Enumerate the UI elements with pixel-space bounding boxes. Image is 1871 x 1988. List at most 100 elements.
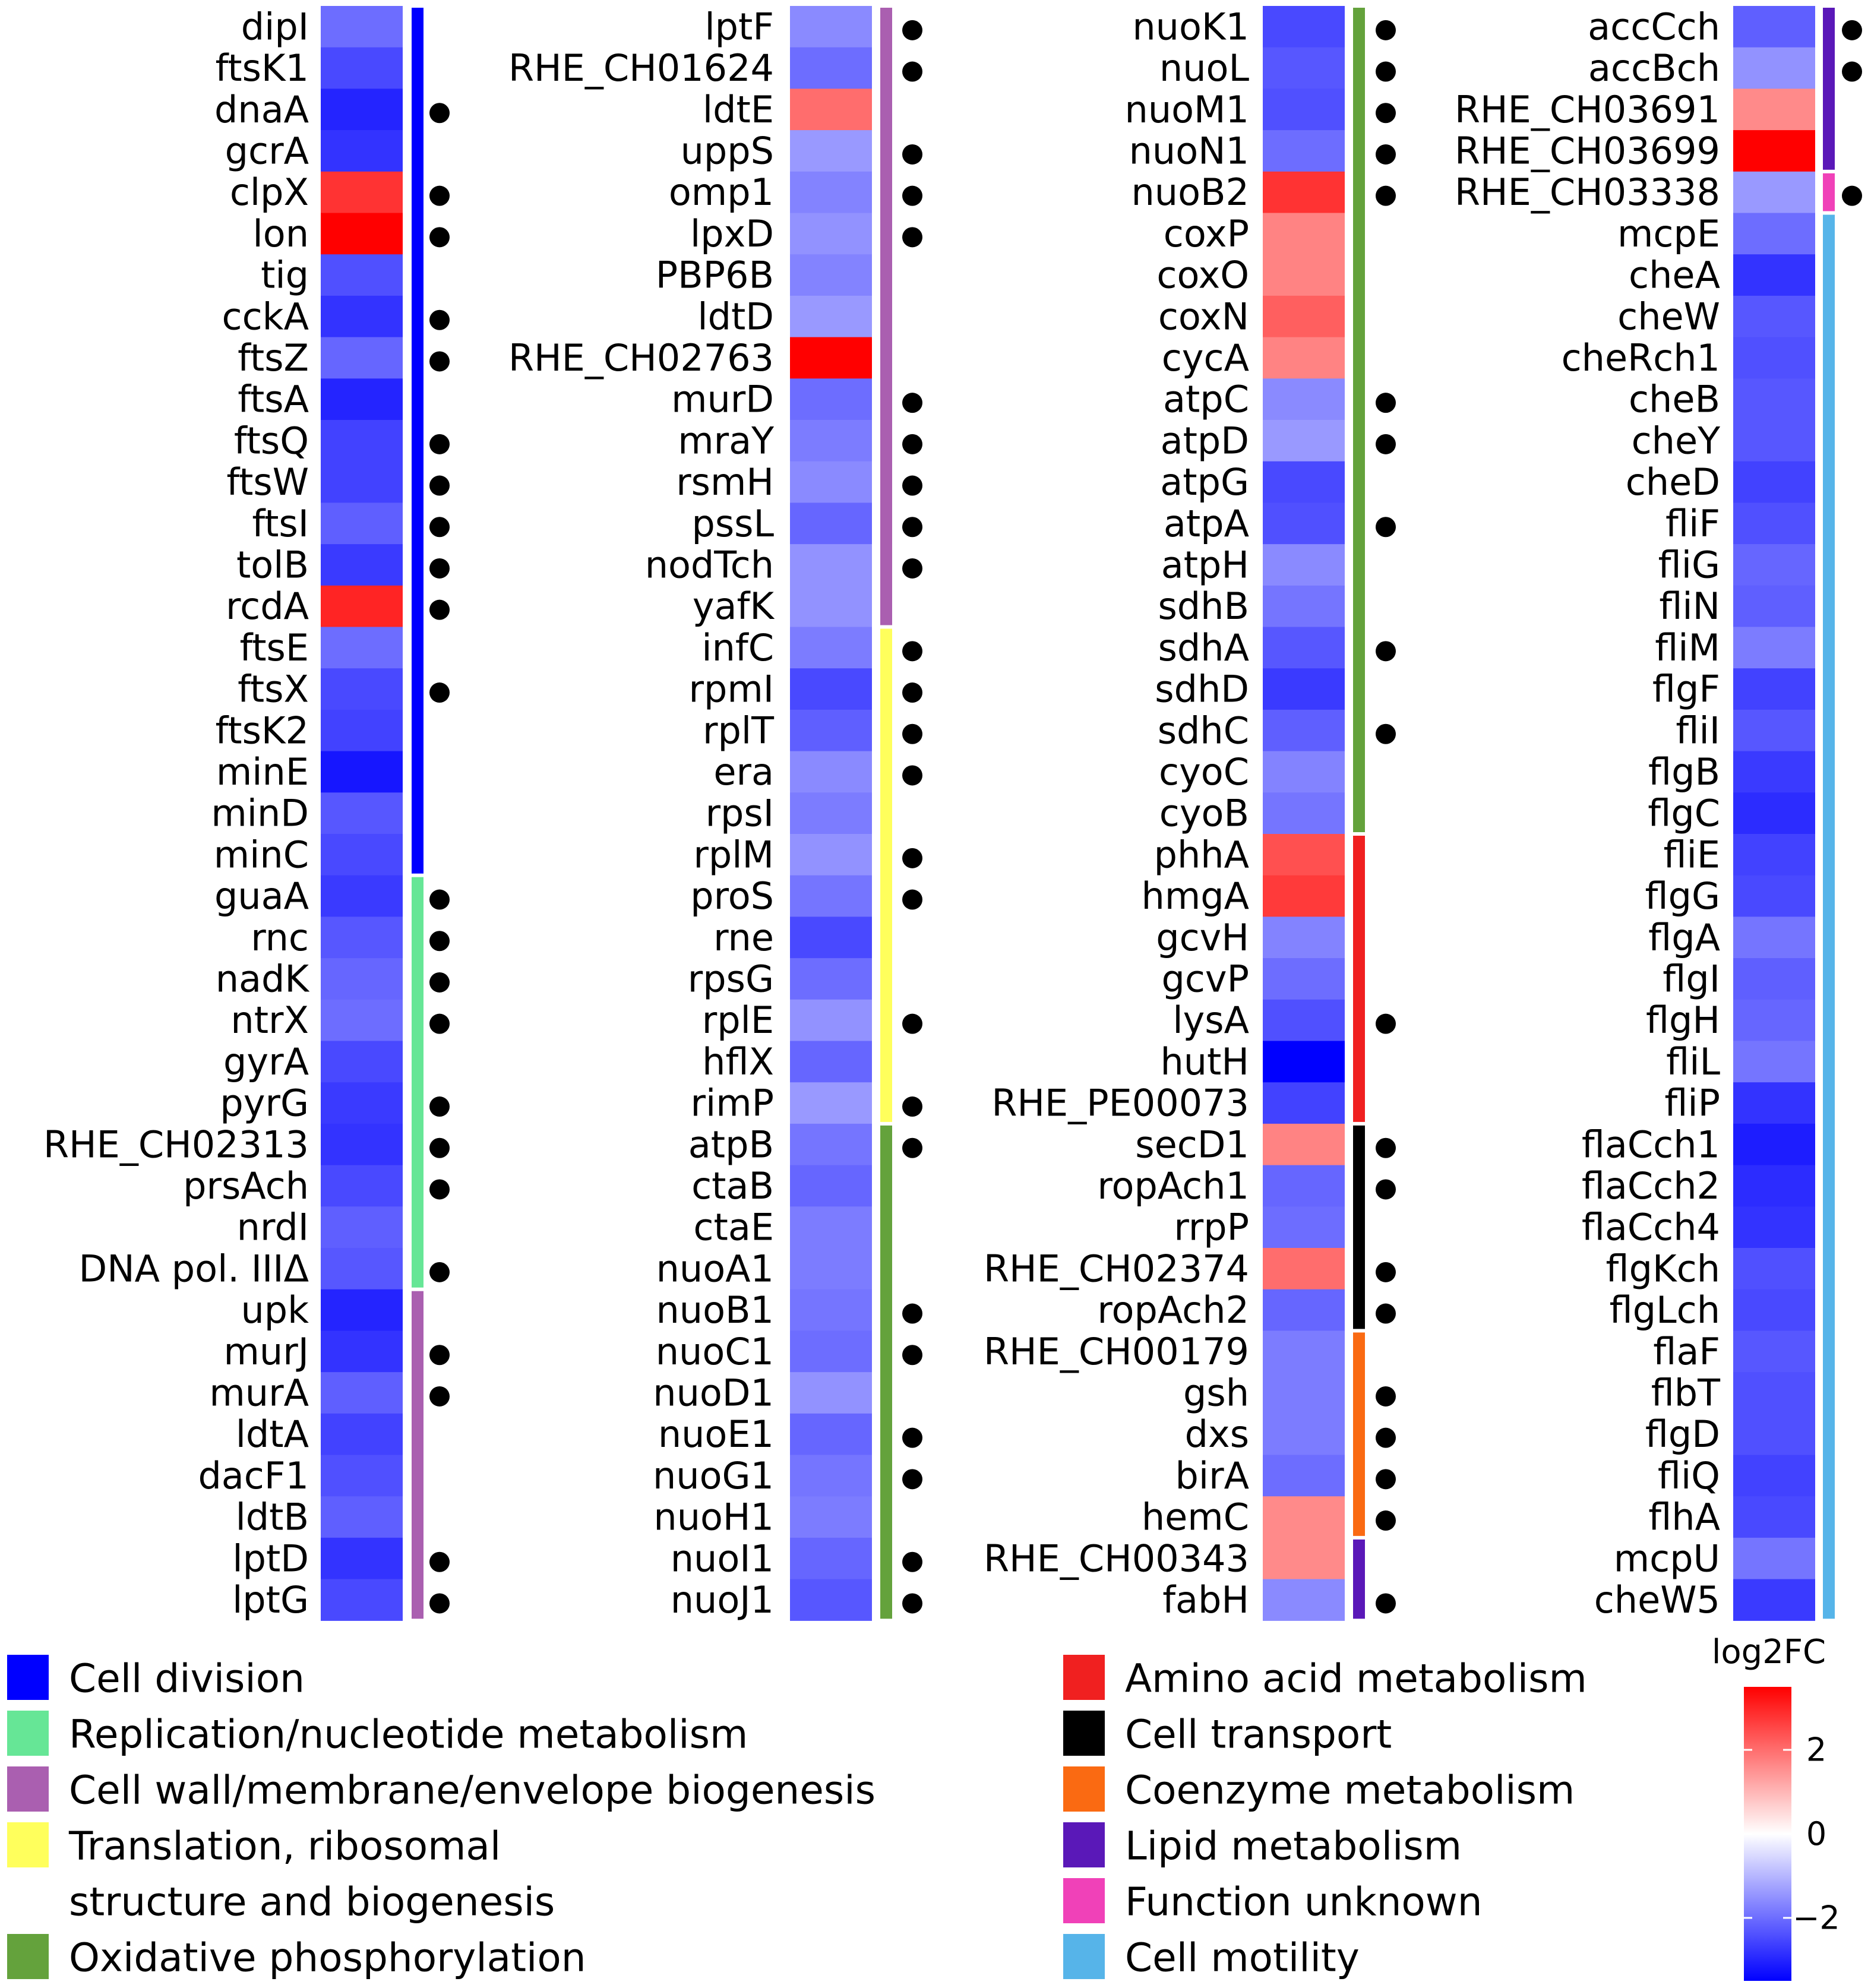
gene-label: flgC xyxy=(1648,792,1720,835)
heatmap-cell xyxy=(1733,254,1815,296)
color-scale-tick-label: 0 xyxy=(1806,1815,1826,1853)
heatmap-cell xyxy=(790,916,872,959)
significance-dot xyxy=(902,558,922,579)
significance-dot xyxy=(902,765,922,786)
heatmap-cell xyxy=(1733,1413,1815,1456)
heatmap-cell xyxy=(321,1165,403,1207)
heatmap-cell xyxy=(1733,544,1815,586)
gene-label: nuoH1 xyxy=(653,1496,774,1539)
gene-label: rne xyxy=(713,916,774,959)
gene-label: rsmH xyxy=(676,460,774,504)
heatmap-cell xyxy=(321,1289,403,1331)
heatmap-cell xyxy=(790,1041,872,1083)
heatmap-cell xyxy=(1733,1206,1815,1249)
heatmap-cell xyxy=(321,1123,403,1166)
heatmap-cell xyxy=(1263,1579,1345,1621)
significance-dot xyxy=(429,599,450,620)
gene-label: fliQ xyxy=(1658,1454,1720,1497)
gene-label: RHE_CH03338 xyxy=(1455,170,1720,214)
heatmap-cell xyxy=(321,337,403,379)
significance-dot xyxy=(902,1303,922,1324)
legend-label: Function unknown xyxy=(1125,1879,1483,1925)
gene-label: yafK xyxy=(693,584,775,628)
gene-label: murD xyxy=(671,378,774,421)
heatmap-cell xyxy=(790,1413,872,1456)
heatmap-column-4: accCchaccBchRHE_CH03691RHE_CH03699RHE_CH… xyxy=(1455,5,1862,1622)
significance-dot xyxy=(1376,20,1396,40)
heatmap-cell xyxy=(790,1289,872,1331)
gene-label: accCch xyxy=(1588,5,1720,48)
heatmap-cell xyxy=(1733,1289,1815,1331)
significance-dot xyxy=(429,351,450,372)
gene-label: rplM xyxy=(693,833,774,876)
gene-label: minC xyxy=(214,833,309,876)
gene-label: ropAch2 xyxy=(1097,1288,1249,1332)
legend-item-amino_acid: Amino acid metabolism xyxy=(1063,1655,1587,1702)
gene-label: nuoB2 xyxy=(1131,170,1249,214)
gene-label: nodTch xyxy=(645,543,774,586)
heatmap-cell xyxy=(1733,709,1815,752)
category-bar-oxphos xyxy=(1353,8,1365,832)
gene-label: rrpP xyxy=(1174,1206,1249,1249)
gene-label: infC xyxy=(701,626,774,669)
heatmap-cell xyxy=(790,461,872,503)
heatmap-cell xyxy=(1263,875,1345,917)
heatmap-cell xyxy=(1263,1330,1345,1373)
gene-label: flaCch1 xyxy=(1582,1123,1720,1166)
heatmap-cell xyxy=(321,627,403,669)
gene-label: minD xyxy=(211,792,309,835)
gene-label: cheRch1 xyxy=(1562,336,1720,380)
significance-dot xyxy=(902,723,922,744)
gene-label: DNA pol. IIIΔ xyxy=(79,1247,309,1290)
gene-label: RHE_CH00343 xyxy=(984,1537,1249,1580)
heatmap-cell xyxy=(790,627,872,669)
heatmap-cell xyxy=(1263,89,1345,131)
heatmap-cell xyxy=(790,47,872,89)
gene-label: fliF xyxy=(1665,502,1720,545)
significance-dot xyxy=(1376,393,1396,413)
legend-swatch xyxy=(7,1766,49,1812)
significance-dot xyxy=(1376,517,1396,538)
color-scale: log2FC 2 0 −2 xyxy=(1712,1633,1840,1981)
gene-label: RHE_CH02374 xyxy=(984,1247,1249,1290)
heatmap-cell xyxy=(790,1165,872,1207)
legend-item-oxphos: Oxidative phosphorylation xyxy=(7,1934,586,1981)
legend-swatch xyxy=(7,1711,49,1756)
heatmap-cell xyxy=(790,171,872,214)
gene-label: flaCch2 xyxy=(1582,1164,1720,1208)
significance-dot xyxy=(1376,1262,1396,1282)
gene-label: fliN xyxy=(1659,584,1720,628)
significance-dot xyxy=(902,889,922,910)
legend-label: Oxidative phosphorylation xyxy=(69,1935,586,1981)
heatmap-cell xyxy=(321,378,403,421)
gene-label: cheA xyxy=(1629,254,1720,297)
heatmap-cell xyxy=(321,461,403,503)
significance-dot xyxy=(429,1013,450,1034)
gene-label: RHE_CH03699 xyxy=(1455,129,1720,172)
heatmap-cell xyxy=(790,1248,872,1290)
gene-label: flgA xyxy=(1648,916,1720,959)
gene-label: atpH xyxy=(1161,543,1249,586)
category-bar-replication xyxy=(412,877,423,1288)
gene-label: ldtA xyxy=(236,1412,309,1456)
gene-label: tig xyxy=(261,254,309,297)
gene-label: fliG xyxy=(1658,543,1720,586)
heatmap-cell xyxy=(321,1496,403,1538)
gene-label: secD1 xyxy=(1135,1123,1249,1166)
gene-label: nadK xyxy=(216,957,310,1000)
significance-dot xyxy=(429,1593,450,1614)
heatmap-cell xyxy=(1733,875,1815,917)
gene-label: atpG xyxy=(1160,460,1249,504)
heatmap-cell xyxy=(1263,171,1345,214)
gene-label: cheW xyxy=(1617,295,1720,338)
gene-label: flgD xyxy=(1645,1412,1720,1456)
heatmap-cell xyxy=(1733,502,1815,545)
gene-label: pssL xyxy=(691,502,774,545)
heatmap-cell xyxy=(1733,1041,1815,1083)
heatmap-cell xyxy=(321,1579,403,1621)
gene-label: guaA xyxy=(214,874,309,918)
gene-label: era xyxy=(713,750,774,794)
gene-label: ntrX xyxy=(230,998,309,1042)
gene-label: mraY xyxy=(678,419,774,462)
